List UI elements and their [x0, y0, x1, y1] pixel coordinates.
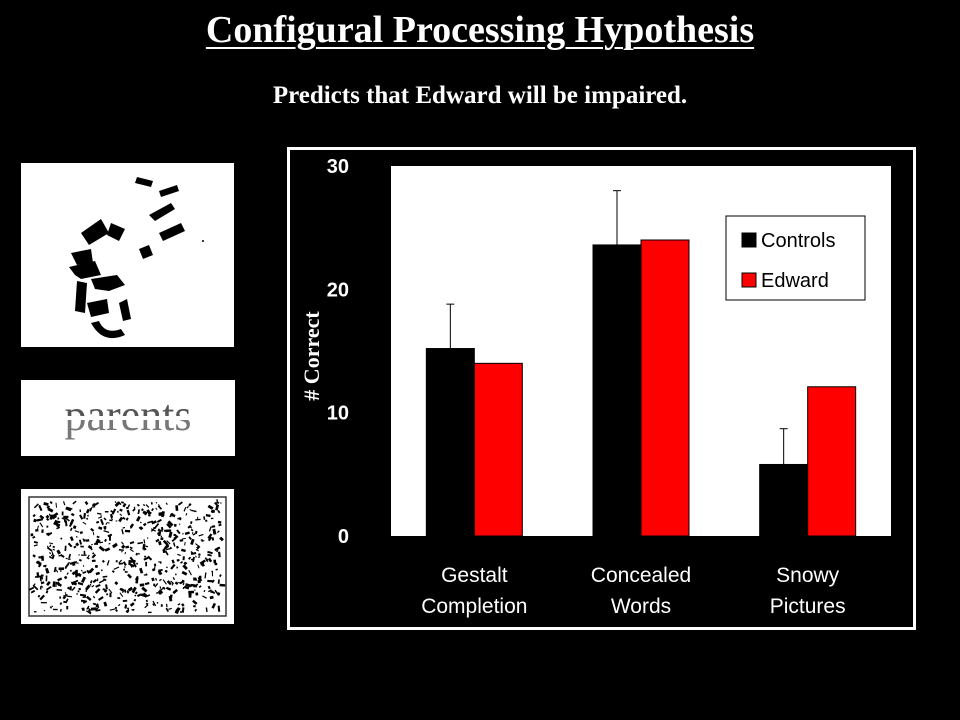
y-tick-label: 20	[327, 279, 349, 301]
bar-edward-0	[473, 362, 523, 537]
legend-swatch-controls	[741, 232, 757, 248]
slide-subtitle: Predicts that Edward will be impaired.	[272, 82, 688, 109]
bar-controls-2	[759, 463, 809, 537]
x-tick-label: Concealed	[591, 564, 691, 587]
x-tick-label: Pictures	[770, 595, 846, 618]
y-tick-label: 0	[338, 526, 349, 548]
concealed-word-image: parents parents	[21, 380, 235, 456]
x-tick-label: Gestalt	[441, 564, 508, 587]
bar-controls-1	[592, 244, 642, 537]
bar-edward-2	[807, 386, 857, 537]
bar-controls-0	[425, 348, 475, 537]
legend-label-edward: Edward	[761, 270, 829, 292]
x-tick-label: Completion	[421, 595, 527, 618]
legend-swatch-edward	[741, 272, 757, 288]
bar-edward-1	[640, 239, 690, 537]
y-tick-label: 30	[327, 156, 349, 178]
slide-title: Configural Processing Hypothesis	[205, 9, 755, 51]
concealed-word-bottom: parents	[64, 391, 191, 440]
x-tick-label: Words	[611, 595, 671, 618]
y-tick-label: 10	[327, 403, 349, 425]
x-tick-label: Snowy	[776, 564, 840, 587]
legend-label-controls: Controls	[761, 230, 835, 252]
y-axis-label: # Correct	[299, 311, 324, 401]
gestalt-completion-image	[21, 163, 234, 347]
concealed-word-top: parents	[64, 391, 191, 440]
chart-panel: 0 10 20 30 Gestalt Completion Concealed Words S…	[287, 147, 916, 630]
bar-chart: 0 10 20 30 Gestalt Completion Concealed Words S…	[327, 156, 891, 618]
snowy-picture-image	[21, 489, 234, 624]
